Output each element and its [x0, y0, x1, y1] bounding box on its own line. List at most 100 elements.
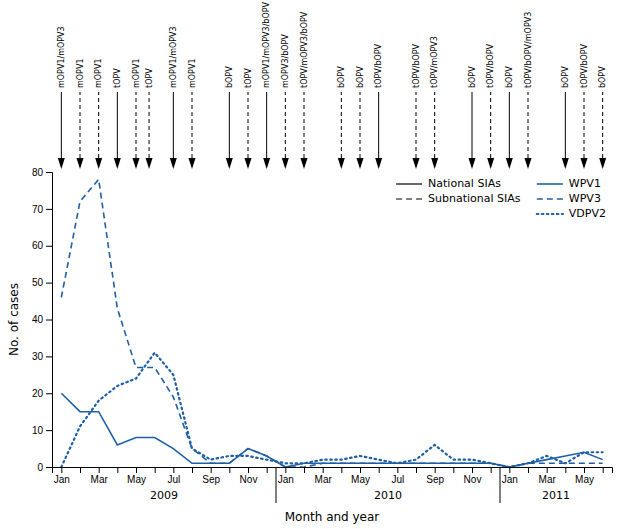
annotation: mOPV1 [76, 59, 85, 169]
annotation-label: bOPV [505, 66, 514, 88]
chart: 01020304050607080JanMarMayJulSepNovJanMa… [0, 0, 626, 529]
x-tick [229, 467, 230, 473]
tick-mark [61, 467, 62, 473]
tick-mark [509, 467, 510, 473]
annotation-arrowhead [338, 158, 345, 169]
annotation: mOPV3/bOPV [281, 34, 290, 169]
annotation-stem [192, 92, 193, 158]
annotation-stem [434, 92, 435, 158]
annotation: tOPV/bOPV [580, 43, 589, 169]
annotation-label: tOPV/bOPV [374, 43, 383, 88]
y-tick: 40 [32, 314, 52, 325]
tick-label: Nov [464, 474, 482, 485]
tick-mark [304, 467, 305, 473]
tick-label: 10 [32, 425, 44, 436]
annotation-label: bOPV [598, 66, 607, 88]
annotation-arrowhead [599, 158, 606, 169]
tick-mark [323, 467, 324, 473]
legend-item: Subnational SIAs [396, 192, 521, 205]
tick-mark [46, 320, 52, 321]
annotation-stem [528, 92, 529, 158]
annotation-stem [304, 92, 305, 158]
annotation: tOPV/bOPV/mOPV3 [524, 12, 533, 169]
annotation: mOPV1 [188, 59, 197, 169]
axis-line [46, 173, 53, 468]
annotation-stem [416, 92, 417, 158]
x-tick [491, 467, 492, 473]
annotation-arrowhead [562, 158, 569, 169]
tick-mark [46, 430, 52, 431]
y-axis-title: No. of cases [7, 283, 21, 356]
annotation: bOPV [598, 66, 607, 169]
tick-mark [117, 467, 118, 473]
annotation: bOPV [337, 66, 346, 169]
legend-item: WPV1 [537, 177, 601, 190]
legend-label: National SIAs [428, 177, 501, 190]
axis-line [53, 468, 613, 474]
annotation-stem [584, 92, 585, 158]
annotation-arrowhead [77, 158, 84, 169]
tick-label: 80 [32, 167, 44, 178]
legend-swatch [537, 198, 563, 200]
x-tick [155, 467, 156, 473]
x-tick: Jan [54, 467, 70, 485]
tick-mark [285, 467, 286, 473]
annotation-stem [266, 92, 267, 158]
annotation-arrowhead [375, 158, 382, 169]
annotation-arrowhead [133, 158, 140, 169]
annotation: mOPV1 [94, 59, 103, 169]
tick-mark [416, 467, 417, 473]
x-tick [416, 467, 417, 473]
annotation-label: mOPV1/mOPV3 [169, 26, 178, 88]
x-tick: Mar [91, 467, 109, 485]
annotation-label: bOPV [468, 66, 477, 88]
legend-column: WPV1WPV3VDPV2 [537, 177, 606, 220]
annotation: bOPV [225, 66, 234, 169]
annotation-label: mOPV3/bOPV [281, 34, 290, 88]
tick-label: 40 [32, 314, 44, 325]
annotation: bOPV [561, 66, 570, 169]
x-tick: Jul [391, 467, 404, 485]
tick-mark [565, 467, 566, 473]
annotation-arrowhead [487, 158, 494, 169]
annotation-arrowhead [506, 158, 513, 169]
legend-item: VDPV2 [537, 207, 606, 220]
tick-label: Sep [202, 474, 220, 485]
annotation-label: bOPV [225, 66, 234, 88]
annotation-stem [341, 92, 342, 158]
annotation-stem [173, 92, 174, 158]
annotation: tOPV/bOPV [412, 43, 421, 169]
x-axis-title: Month and year [285, 510, 380, 524]
tick-label: May [127, 474, 146, 485]
tick-label: Jan [278, 474, 294, 485]
annotation: tOPV [145, 68, 154, 169]
annotation: bOPV [505, 66, 514, 169]
annotation-arrowhead [525, 158, 532, 169]
tick-mark [192, 467, 193, 473]
annotation-stem [149, 92, 150, 158]
annotation-stem [98, 92, 99, 158]
tick-mark [46, 283, 52, 284]
annotation-label: tOPV/bOPV [580, 43, 589, 88]
x-tick: Nov [464, 467, 482, 485]
annotation-stem [117, 92, 118, 158]
tick-label: Mar [315, 474, 333, 485]
annotation-stem [285, 92, 286, 158]
x-tick: May [127, 467, 146, 485]
annotation-stem [602, 92, 603, 158]
legend-swatch [396, 198, 422, 199]
annotation-label: mOPV1 [76, 59, 85, 88]
y-tick: 70 [32, 204, 52, 215]
annotation-arrowhead [58, 158, 65, 169]
annotation-stem [509, 92, 510, 158]
x-axis: JanMarMayJulSepNovJanMarMayJulSepNovJanM… [53, 467, 613, 485]
tick-mark [80, 467, 81, 473]
x-tick [528, 467, 529, 473]
series-line [61, 353, 602, 467]
legend-label: VDPV2 [569, 207, 606, 220]
tick-label: 30 [32, 351, 44, 362]
year-divider [500, 467, 501, 503]
legend-label: Subnational SIAs [428, 192, 521, 205]
x-tick: May [575, 467, 594, 485]
annotation: tOPV/mOPV3/bOPV [300, 11, 309, 169]
